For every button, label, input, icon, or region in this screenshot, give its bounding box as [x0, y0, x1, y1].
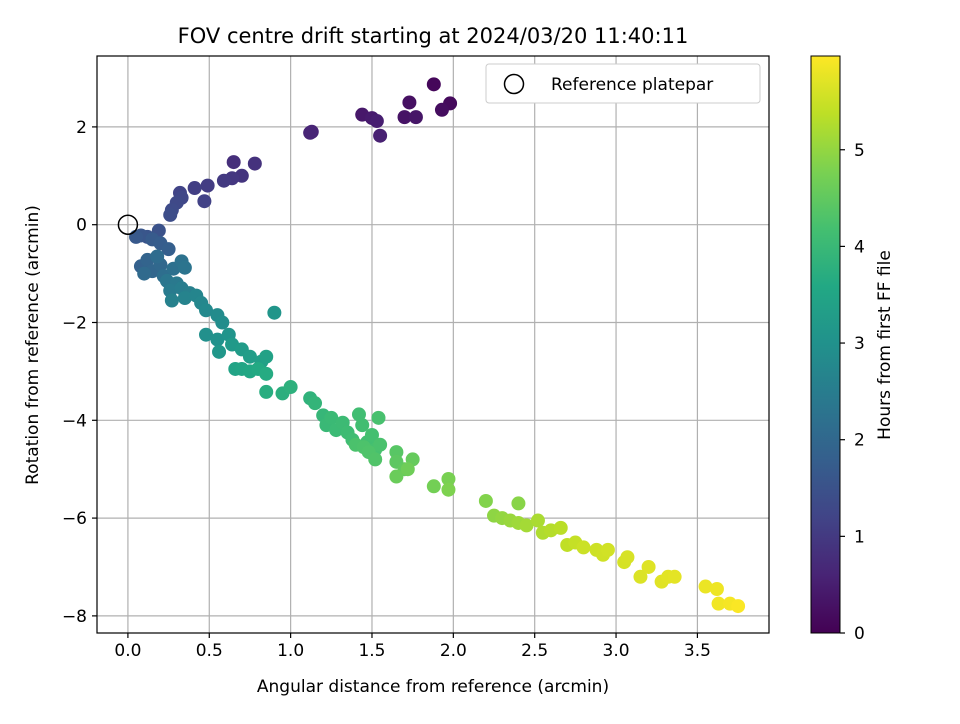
data-point [164, 293, 179, 308]
data-point [368, 452, 383, 467]
data-point [369, 114, 384, 129]
data-point [216, 173, 231, 188]
data-point [364, 427, 379, 442]
colorbar-tick-label: 4 [854, 237, 865, 257]
data-point [242, 349, 257, 364]
data-point [711, 596, 726, 611]
data-point [283, 380, 298, 395]
x-tick-label: 3.0 [603, 641, 630, 661]
y-tick-label: 2 [76, 118, 87, 138]
colorbar-tick-label: 1 [854, 527, 865, 547]
data-point [478, 493, 493, 508]
legend: Reference platepar [485, 63, 761, 104]
x-tick-label: 0.0 [114, 641, 141, 661]
colorbar-tick-label: 5 [854, 141, 865, 161]
data-point [355, 418, 370, 433]
data-point [620, 550, 635, 565]
y-tick-label: 0 [76, 216, 87, 236]
grid [97, 56, 769, 633]
legend-box [485, 63, 761, 104]
data-point [197, 194, 212, 209]
plot-frame [96, 55, 770, 634]
colorbar-tick-label: 0 [854, 624, 865, 644]
y-tick-label: −2 [62, 313, 87, 333]
data-point [731, 599, 746, 614]
x-tick-label: 1.0 [277, 641, 304, 661]
legend-label: Reference platepar [551, 75, 713, 95]
legend-marker [503, 73, 525, 95]
y-axis-ticks: −8 −6 −4 −2 0 2 [62, 118, 97, 627]
reference-marker [117, 214, 139, 235]
data-point [215, 315, 230, 330]
data-point [226, 155, 241, 170]
data-point [633, 569, 648, 584]
data-point [177, 260, 192, 275]
data-point [519, 518, 534, 533]
data-point [373, 437, 388, 452]
data-points [129, 77, 746, 614]
data-point [400, 462, 415, 477]
x-axis-label: Angular distance from reference (arcmin) [257, 677, 609, 697]
x-tick-label: 3.5 [684, 641, 711, 661]
data-point [259, 366, 274, 381]
data-point [259, 349, 274, 364]
data-point [511, 496, 526, 511]
data-point [709, 581, 724, 596]
data-point [441, 471, 456, 486]
data-point [553, 520, 568, 535]
x-tick-label: 1.5 [358, 641, 385, 661]
data-point [408, 110, 423, 125]
data-point [247, 156, 262, 171]
data-point [426, 479, 441, 494]
data-point [389, 469, 404, 484]
y-tick-label: −8 [62, 607, 87, 627]
data-point [199, 303, 214, 318]
data-point [600, 542, 615, 557]
data-point [177, 291, 192, 306]
data-point [259, 384, 274, 399]
data-point [150, 249, 165, 264]
data-point [267, 305, 282, 320]
data-point [373, 128, 388, 143]
colorbar-tick-label: 2 [854, 431, 865, 451]
data-point [212, 344, 227, 359]
data-point [351, 407, 366, 422]
data-point [426, 77, 441, 92]
data-point [308, 396, 323, 411]
colorbar-label: Hours from first FF file [875, 250, 895, 440]
x-axis-ticks: 0.0 0.5 1.0 1.5 2.0 2.5 3.0 3.5 [114, 633, 711, 661]
data-point [161, 242, 176, 257]
chart-title: FOV centre drift starting at 2024/03/20 … [178, 24, 689, 48]
data-point [441, 482, 456, 497]
data-point [530, 513, 545, 528]
data-point [434, 102, 449, 117]
data-point [698, 579, 713, 594]
data-point [199, 327, 214, 342]
data-point [641, 559, 656, 574]
data-point [667, 569, 682, 584]
data-point [397, 110, 412, 125]
data-point [389, 445, 404, 460]
y-tick-label: −6 [62, 509, 87, 529]
data-point [187, 181, 202, 196]
colorbar-tick-label: 3 [854, 334, 865, 354]
data-point [137, 266, 152, 281]
data-point [200, 178, 215, 193]
x-tick-label: 2.5 [521, 641, 548, 661]
data-point [163, 207, 178, 222]
data-point [576, 540, 591, 555]
data-point [129, 229, 144, 244]
data-point [402, 95, 417, 110]
colorbar-ticks: 0 1 2 3 4 5 [840, 141, 865, 644]
data-point [303, 125, 318, 140]
y-axis-label: Rotation from reference (arcmin) [23, 205, 43, 485]
data-point [210, 332, 225, 347]
y-tick-label: −4 [62, 411, 87, 431]
x-tick-label: 0.5 [196, 641, 223, 661]
x-tick-label: 2.0 [440, 641, 467, 661]
data-point [371, 410, 386, 425]
colorbar [810, 55, 841, 634]
data-point [324, 410, 339, 425]
